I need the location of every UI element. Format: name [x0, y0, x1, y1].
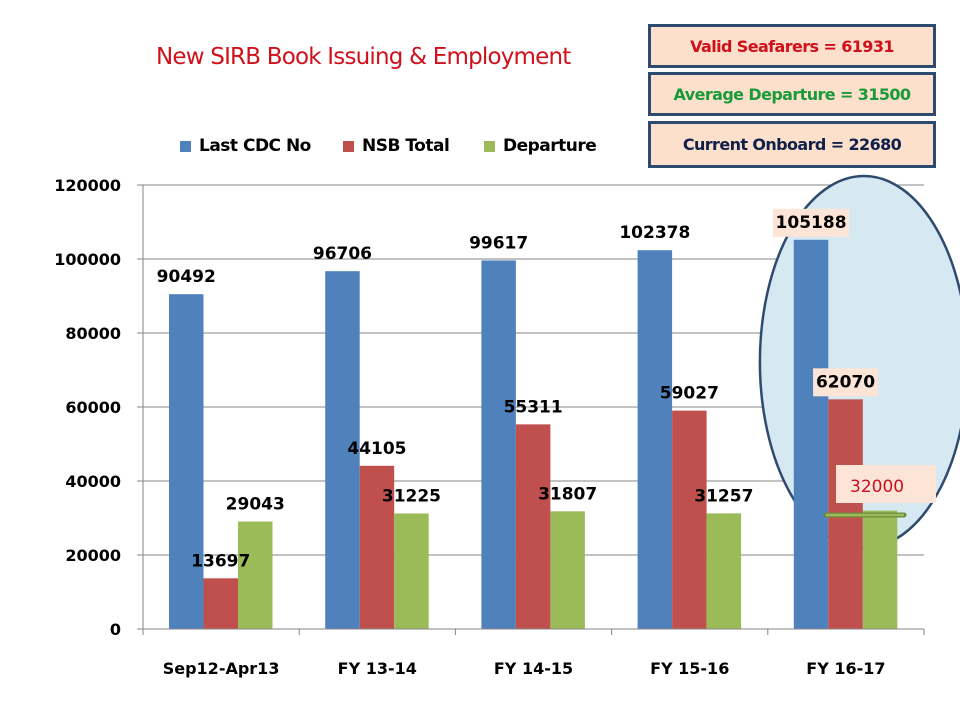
- bars: [169, 239, 898, 630]
- info-box-current-onboard: Current Onboard = 22680: [648, 121, 936, 168]
- bar-last-cdc-no: [169, 294, 204, 629]
- data-label: 99617: [469, 233, 528, 253]
- data-label: 13697: [191, 551, 250, 571]
- bar-departure: [394, 513, 429, 629]
- legend-swatch-red-icon: [343, 140, 354, 152]
- data-label-box: [813, 368, 879, 397]
- data-label: 62070: [816, 372, 875, 392]
- data-label: 44105: [347, 439, 406, 459]
- data-label: 102378: [619, 223, 690, 243]
- projected-label-box: [836, 465, 936, 503]
- data-label: 31807: [538, 484, 597, 504]
- data-label: 31257: [694, 486, 753, 506]
- legend-label: NSB Total: [362, 136, 450, 156]
- bar-departure: [238, 521, 273, 629]
- x-tick-label: FY 16-17: [806, 659, 885, 678]
- bar-last-cdc-no: [325, 271, 360, 629]
- y-tick-label: 40000: [65, 472, 121, 491]
- info-box-valid-seafarers: Valid Seafarers = 61931: [648, 24, 936, 68]
- legend-item-last-cdc-no: Last CDC No: [180, 136, 311, 156]
- data-label: 31225: [382, 486, 441, 506]
- y-tick-label: 100000: [54, 250, 121, 269]
- data-label: 29043: [226, 495, 285, 515]
- bar-nsb-total: [203, 578, 238, 629]
- y-tick-label: 120000: [54, 176, 121, 195]
- chart-title: New SIRB Book Issuing & Employment: [156, 44, 571, 70]
- bar-departure: [550, 511, 585, 629]
- legend-item-departure: Departure: [484, 136, 597, 156]
- bar-nsb-total: [359, 465, 395, 629]
- bar-last-cdc-no: [481, 260, 516, 629]
- y-tick-label: 0: [110, 620, 121, 639]
- data-label: 55311: [504, 397, 563, 417]
- x-tick-label: FY 13-14: [338, 659, 417, 678]
- axes: 0 20000 40000 60000 80000 100000 120000 Sep12-A…: [54, 176, 925, 678]
- bar-last-cdc-no: [793, 239, 829, 630]
- data-label: 105188: [776, 213, 847, 233]
- data-label: 32000: [850, 477, 904, 497]
- bar-last-cdc-no: [637, 250, 673, 629]
- bar-nsb-total: [672, 410, 707, 629]
- legend-swatch-green-icon: [484, 140, 495, 152]
- data-label: 90492: [157, 267, 216, 287]
- y-tick-label: 80000: [65, 324, 121, 343]
- data-label-box: [773, 208, 850, 237]
- y-tick-label: 60000: [65, 398, 121, 417]
- y-tick-label: 20000: [65, 546, 121, 565]
- legend-label: Departure: [503, 136, 597, 156]
- data-label: 96706: [313, 244, 372, 264]
- legend-label: Last CDC No: [199, 136, 311, 156]
- info-box-average-departure: Average Departure = 31500: [648, 72, 936, 116]
- bar-departure: [706, 513, 742, 629]
- legend-item-nsb-total: NSB Total: [343, 136, 450, 156]
- data-label: 59027: [660, 384, 719, 404]
- data-labels: 90492 96706 99617 102378 105188 13697 44105 553…: [157, 208, 936, 571]
- bar-nsb-total: [515, 424, 551, 629]
- x-tick-label: Sep12-Apr13: [163, 659, 280, 678]
- x-tick-label: FY 14-15: [494, 659, 573, 678]
- bar-departure: [862, 510, 898, 629]
- legend-swatch-blue-icon: [180, 140, 191, 152]
- x-tick-label: FY 15-16: [650, 659, 729, 678]
